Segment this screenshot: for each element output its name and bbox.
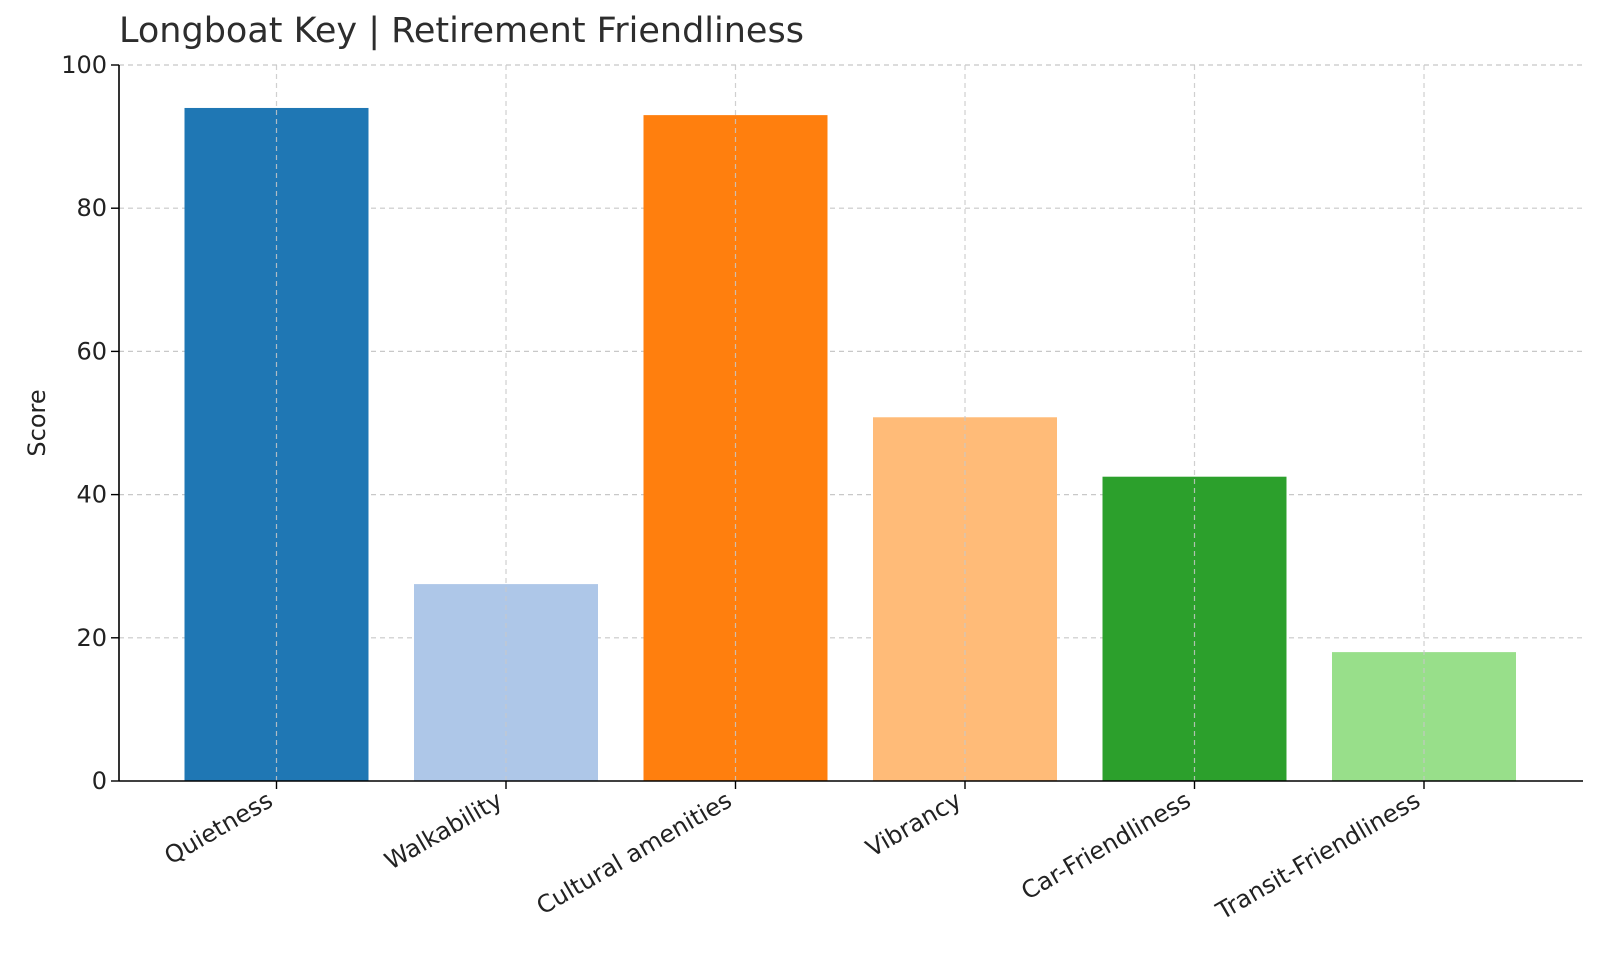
y-tick-label: 40 [76,481,107,509]
axes [118,65,1583,782]
chart-title: Longboat Key | Retirement Friendliness [119,11,804,51]
x-tick-label: Transit-Friendliness [1211,786,1425,926]
x-axis-ticks: Quietness Walkability Cultural amenities Vi… [160,781,1425,926]
y-tick-label: 0 [92,767,107,795]
x-tick-label: Quietness [160,786,278,870]
x-tick-label: Car-Friendliness [1016,786,1195,906]
y-tick-label: 20 [76,624,107,652]
y-tick-label: 60 [76,337,107,365]
bars [184,107,1516,782]
y-axis-title: Score [23,389,51,456]
y-axis-ticks: 0 20 40 60 80 100 [61,51,119,795]
x-tick-label: Cultural amenities [532,786,737,920]
y-tick-label: 80 [76,194,107,222]
x-tick-label: Walkability [380,786,507,876]
x-tick-label: Vibrancy [861,786,966,863]
y-tick-label: 100 [61,51,107,79]
vertical-grid-lines [275,65,1425,781]
